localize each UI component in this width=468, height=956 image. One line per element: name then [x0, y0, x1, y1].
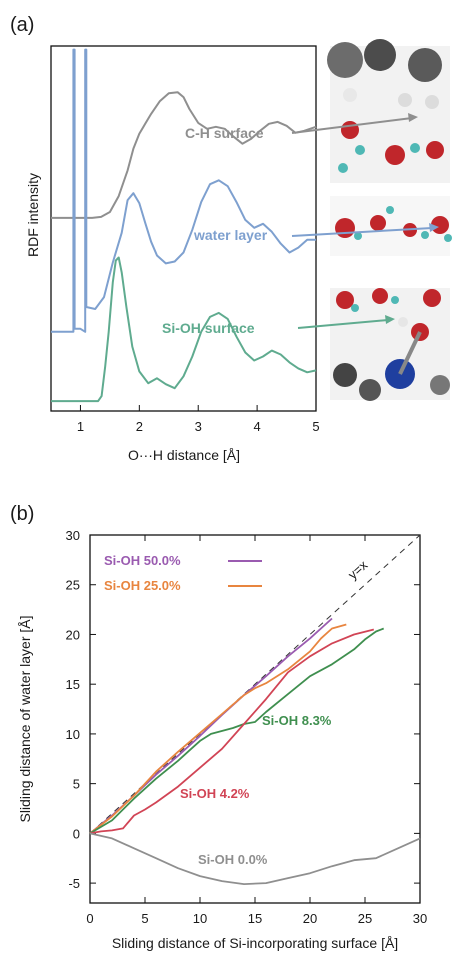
- y-tick-label: 5: [73, 777, 80, 792]
- x-tick-label: 5: [141, 911, 148, 926]
- y-tick-label: 10: [66, 727, 80, 742]
- snapshot-sioh-surface: [330, 288, 450, 401]
- rdf-x-tick-label: 1: [77, 419, 84, 434]
- rdf-series: [51, 48, 317, 403]
- sliding-y-axis-label: Sliding distance of water layer [Å]: [17, 616, 33, 823]
- y-tick-label: -5: [68, 876, 80, 891]
- x-tick-label: 10: [193, 911, 207, 926]
- series-label-ch-surface: C-H surface: [185, 125, 264, 141]
- legend-label-sioh-50: Si-OH 50.0%: [104, 553, 181, 568]
- line-sioh-25: [89, 623, 347, 835]
- y-equals-x-line: [89, 534, 421, 834]
- rdf-x-tick-label: 2: [136, 419, 143, 434]
- sliding-series: [89, 617, 421, 885]
- x-tick-label: 25: [358, 911, 372, 926]
- series-label-water-layer: water layer: [193, 227, 268, 243]
- rdf-x-tick-label: 5: [312, 419, 319, 434]
- y-equals-x-label: y=x: [345, 557, 371, 582]
- label-sioh-4-2: Si-OH 4.2%: [180, 786, 250, 801]
- annotation-arrows: [291, 113, 439, 329]
- series-label-sioh-surface: Si-OH surface: [162, 320, 255, 336]
- rdf-x-ticks: 1 2 3 4 5: [77, 405, 320, 434]
- line-sioh-0-0: [89, 832, 421, 885]
- rdf-plot-frame: [50, 45, 317, 412]
- panel-b-label: (b): [10, 503, 34, 525]
- x-tick-label: 0: [86, 911, 93, 926]
- panel-a-label: (a): [10, 14, 34, 36]
- sliding-chart: 0 5 10 15 20 25 30 -5 0 5 10 15 20 25 30 y=x Si-OH 50.…: [17, 528, 427, 951]
- label-sioh-8-3: Si-OH 8.3%: [262, 713, 332, 728]
- label-sioh-0-0: Si-OH 0.0%: [198, 852, 268, 867]
- legend-label-sioh-25: Si-OH 25.0%: [104, 578, 181, 593]
- snapshot-ch-surface: [327, 39, 450, 183]
- rdf-chart: 1 2 3 4 5 O···H distance [Å] RDF intensity C…: [25, 45, 320, 463]
- line-sioh-4-2: [89, 628, 375, 835]
- rdf-line-water-layer: [51, 48, 316, 333]
- y-tick-label: 30: [66, 528, 80, 543]
- x-tick-label: 15: [248, 911, 262, 926]
- sliding-x-axis-label: Sliding distance of Si-incorporating sur…: [112, 935, 398, 951]
- x-tick-label: 20: [303, 911, 317, 926]
- x-tick-label: 30: [413, 911, 427, 926]
- rdf-line-ch-surface: [51, 91, 317, 219]
- rdf-x-tick-label: 3: [195, 419, 202, 434]
- sliding-axis-ticks: 0 5 10 15 20 25 30 -5 0 5 10 15 20 25 30: [66, 528, 428, 926]
- rdf-line-sioh-surface: [51, 256, 317, 403]
- y-tick-label: 20: [66, 627, 80, 642]
- y-tick-label: 25: [66, 578, 80, 593]
- rdf-x-axis-label: O···H distance [Å]: [128, 447, 240, 463]
- y-tick-label: 0: [73, 826, 80, 841]
- y-tick-label: 15: [66, 677, 80, 692]
- rdf-y-axis-label: RDF intensity: [25, 173, 41, 257]
- rdf-x-tick-label: 4: [253, 419, 260, 434]
